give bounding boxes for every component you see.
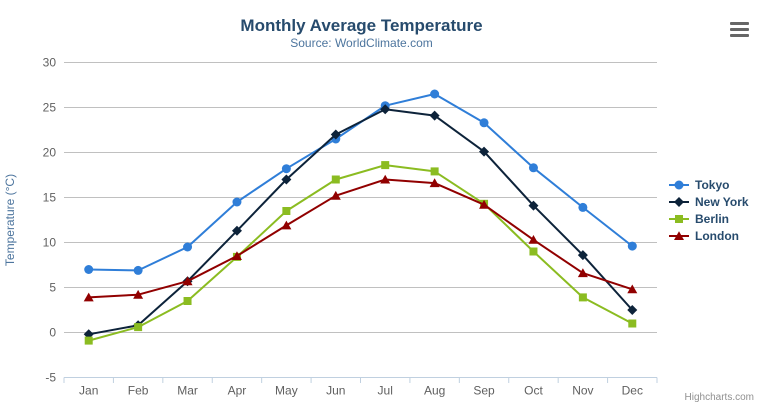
- marker-tokyo[interactable]: [281, 164, 291, 174]
- x-axis-label: Mar: [177, 384, 198, 398]
- chart-subtitle: Source: WorldClimate.com: [290, 36, 433, 50]
- hamburger-icon: [730, 22, 749, 25]
- marker-new-york[interactable]: [231, 225, 242, 236]
- marker-london[interactable]: [231, 251, 242, 260]
- marker-tokyo[interactable]: [627, 241, 637, 251]
- marker-tokyo[interactable]: [528, 163, 538, 173]
- marker-berlin[interactable]: [381, 161, 390, 170]
- legend-item-tokyo[interactable]: Tokyo: [669, 176, 749, 193]
- chart-title: Monthly Average Temperature: [240, 16, 483, 35]
- legend-item-label: New York: [695, 194, 749, 209]
- marker-berlin[interactable]: [430, 167, 439, 176]
- marker-london[interactable]: [83, 292, 94, 302]
- y-axis-label: -5: [45, 371, 56, 385]
- marker-london[interactable]: [429, 178, 440, 188]
- marker-tokyo[interactable]: [578, 202, 588, 212]
- marker-berlin[interactable]: [183, 297, 192, 305]
- x-axis-label: Apr: [228, 384, 247, 398]
- legend: Tokyo New York Berlin London: [669, 176, 749, 244]
- marker-berlin[interactable]: [628, 319, 637, 328]
- x-axis-label: May: [275, 384, 298, 398]
- y-axis-label: 5: [49, 281, 56, 295]
- marker-london[interactable]: [380, 174, 391, 184]
- x-axis-label: Aug: [424, 384, 445, 398]
- export-menu-button[interactable]: [730, 22, 749, 38]
- marker-london[interactable]: [577, 268, 588, 278]
- legend-item-label: Tokyo: [695, 177, 730, 192]
- marker-tokyo[interactable]: [232, 197, 242, 207]
- marker-london[interactable]: [528, 235, 539, 244]
- marker-berlin[interactable]: [331, 175, 340, 184]
- marker-london[interactable]: [330, 190, 341, 200]
- x-axis-label: Jan: [79, 384, 98, 398]
- marker-new-york[interactable]: [577, 250, 588, 261]
- y-axis-label: 25: [43, 101, 57, 115]
- y-axis-label: 0: [49, 326, 56, 340]
- marker-tokyo[interactable]: [84, 265, 94, 274]
- series-line-berlin[interactable]: [88, 164, 633, 342]
- legend-item-label: London: [695, 228, 739, 243]
- credits-link[interactable]: Highcharts.com: [684, 392, 754, 403]
- x-axis-label: Jul: [378, 384, 393, 398]
- marker-berlin[interactable]: [282, 207, 291, 215]
- marker-new-york[interactable]: [528, 200, 539, 211]
- marker-berlin[interactable]: [134, 323, 143, 332]
- x-axis-label: Feb: [128, 384, 149, 398]
- series-line-london[interactable]: [88, 178, 633, 299]
- marker-new-york[interactable]: [281, 174, 292, 185]
- legend-item-berlin[interactable]: Berlin: [669, 210, 749, 227]
- series-line-tokyo[interactable]: [88, 93, 633, 272]
- x-axis-label: Oct: [524, 384, 543, 398]
- legend-symbol-square-icon: [669, 214, 689, 223]
- y-axis-label: 15: [43, 191, 57, 205]
- marker-tokyo[interactable]: [430, 89, 440, 99]
- marker-new-york[interactable]: [627, 305, 638, 315]
- legend-symbol-diamond-icon: [669, 196, 689, 207]
- marker-london[interactable]: [133, 289, 144, 299]
- x-axis-label: Dec: [622, 384, 643, 398]
- legend-item-label: Berlin: [695, 211, 730, 226]
- legend-item-london[interactable]: London: [669, 227, 749, 244]
- marker-berlin[interactable]: [529, 247, 538, 256]
- y-axis-label: 20: [43, 146, 57, 160]
- x-axis-label: Jun: [326, 384, 345, 398]
- marker-tokyo[interactable]: [479, 118, 489, 128]
- marker-tokyo[interactable]: [183, 242, 193, 252]
- x-axis-label: Sep: [473, 384, 495, 398]
- marker-london[interactable]: [479, 199, 490, 209]
- marker-new-york[interactable]: [380, 104, 391, 115]
- marker-berlin[interactable]: [578, 293, 587, 302]
- marker-new-york[interactable]: [429, 110, 440, 121]
- legend-symbol-triangle-icon: [669, 230, 689, 240]
- series-line-new-york[interactable]: [88, 108, 634, 336]
- y-axis-title: Temperature (°C): [3, 174, 17, 266]
- y-axis-label: 30: [43, 56, 57, 70]
- marker-london[interactable]: [281, 220, 292, 230]
- marker-new-york[interactable]: [479, 146, 490, 157]
- marker-berlin[interactable]: [84, 336, 93, 345]
- marker-london[interactable]: [182, 276, 193, 286]
- x-axis-label: Nov: [572, 384, 593, 398]
- marker-london[interactable]: [627, 284, 638, 294]
- y-axis-label: 10: [43, 236, 57, 250]
- marker-new-york[interactable]: [330, 129, 341, 140]
- marker-tokyo[interactable]: [133, 265, 143, 275]
- legend-item-new-york[interactable]: New York: [669, 193, 749, 210]
- legend-symbol-circle-icon: [669, 180, 689, 189]
